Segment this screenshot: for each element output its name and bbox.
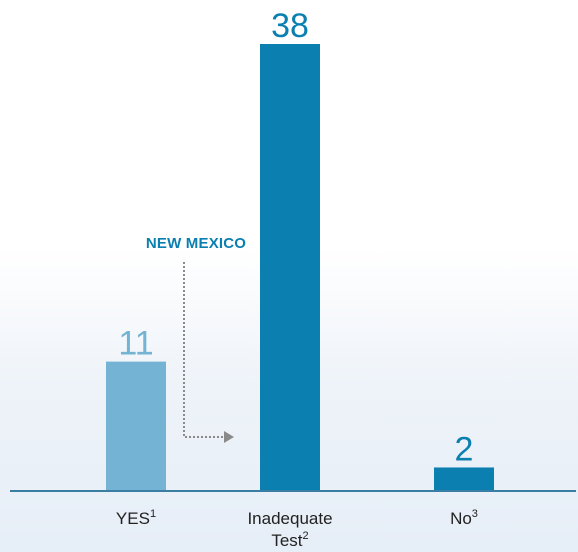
value-label-2: 2	[455, 430, 474, 468]
value-label-0: 11	[118, 325, 153, 363]
bar-1	[260, 44, 320, 491]
category-labels: YES1 Inadequate Test2 No3	[116, 508, 478, 550]
category-label-0: YES1	[116, 508, 156, 528]
category-footnote-2: 3	[472, 508, 478, 520]
bars	[106, 44, 494, 491]
annotation-new-mexico: NEW MEXICO	[146, 235, 246, 252]
bar-2	[434, 467, 494, 491]
annotation: NEW MEXICO	[146, 235, 246, 443]
annotation-arrow-line	[183, 262, 224, 438]
value-labels: 11 38 2	[118, 7, 473, 468]
category-label-2: No3	[450, 508, 478, 528]
bar-0	[106, 361, 166, 491]
value-label-1: 38	[271, 7, 309, 45]
category-label-1: Inadequate Test2	[247, 509, 332, 550]
category-footnote-0: 1	[150, 508, 156, 520]
category-footnote-1: 2	[303, 530, 309, 542]
annotation-arrowhead	[224, 431, 234, 443]
